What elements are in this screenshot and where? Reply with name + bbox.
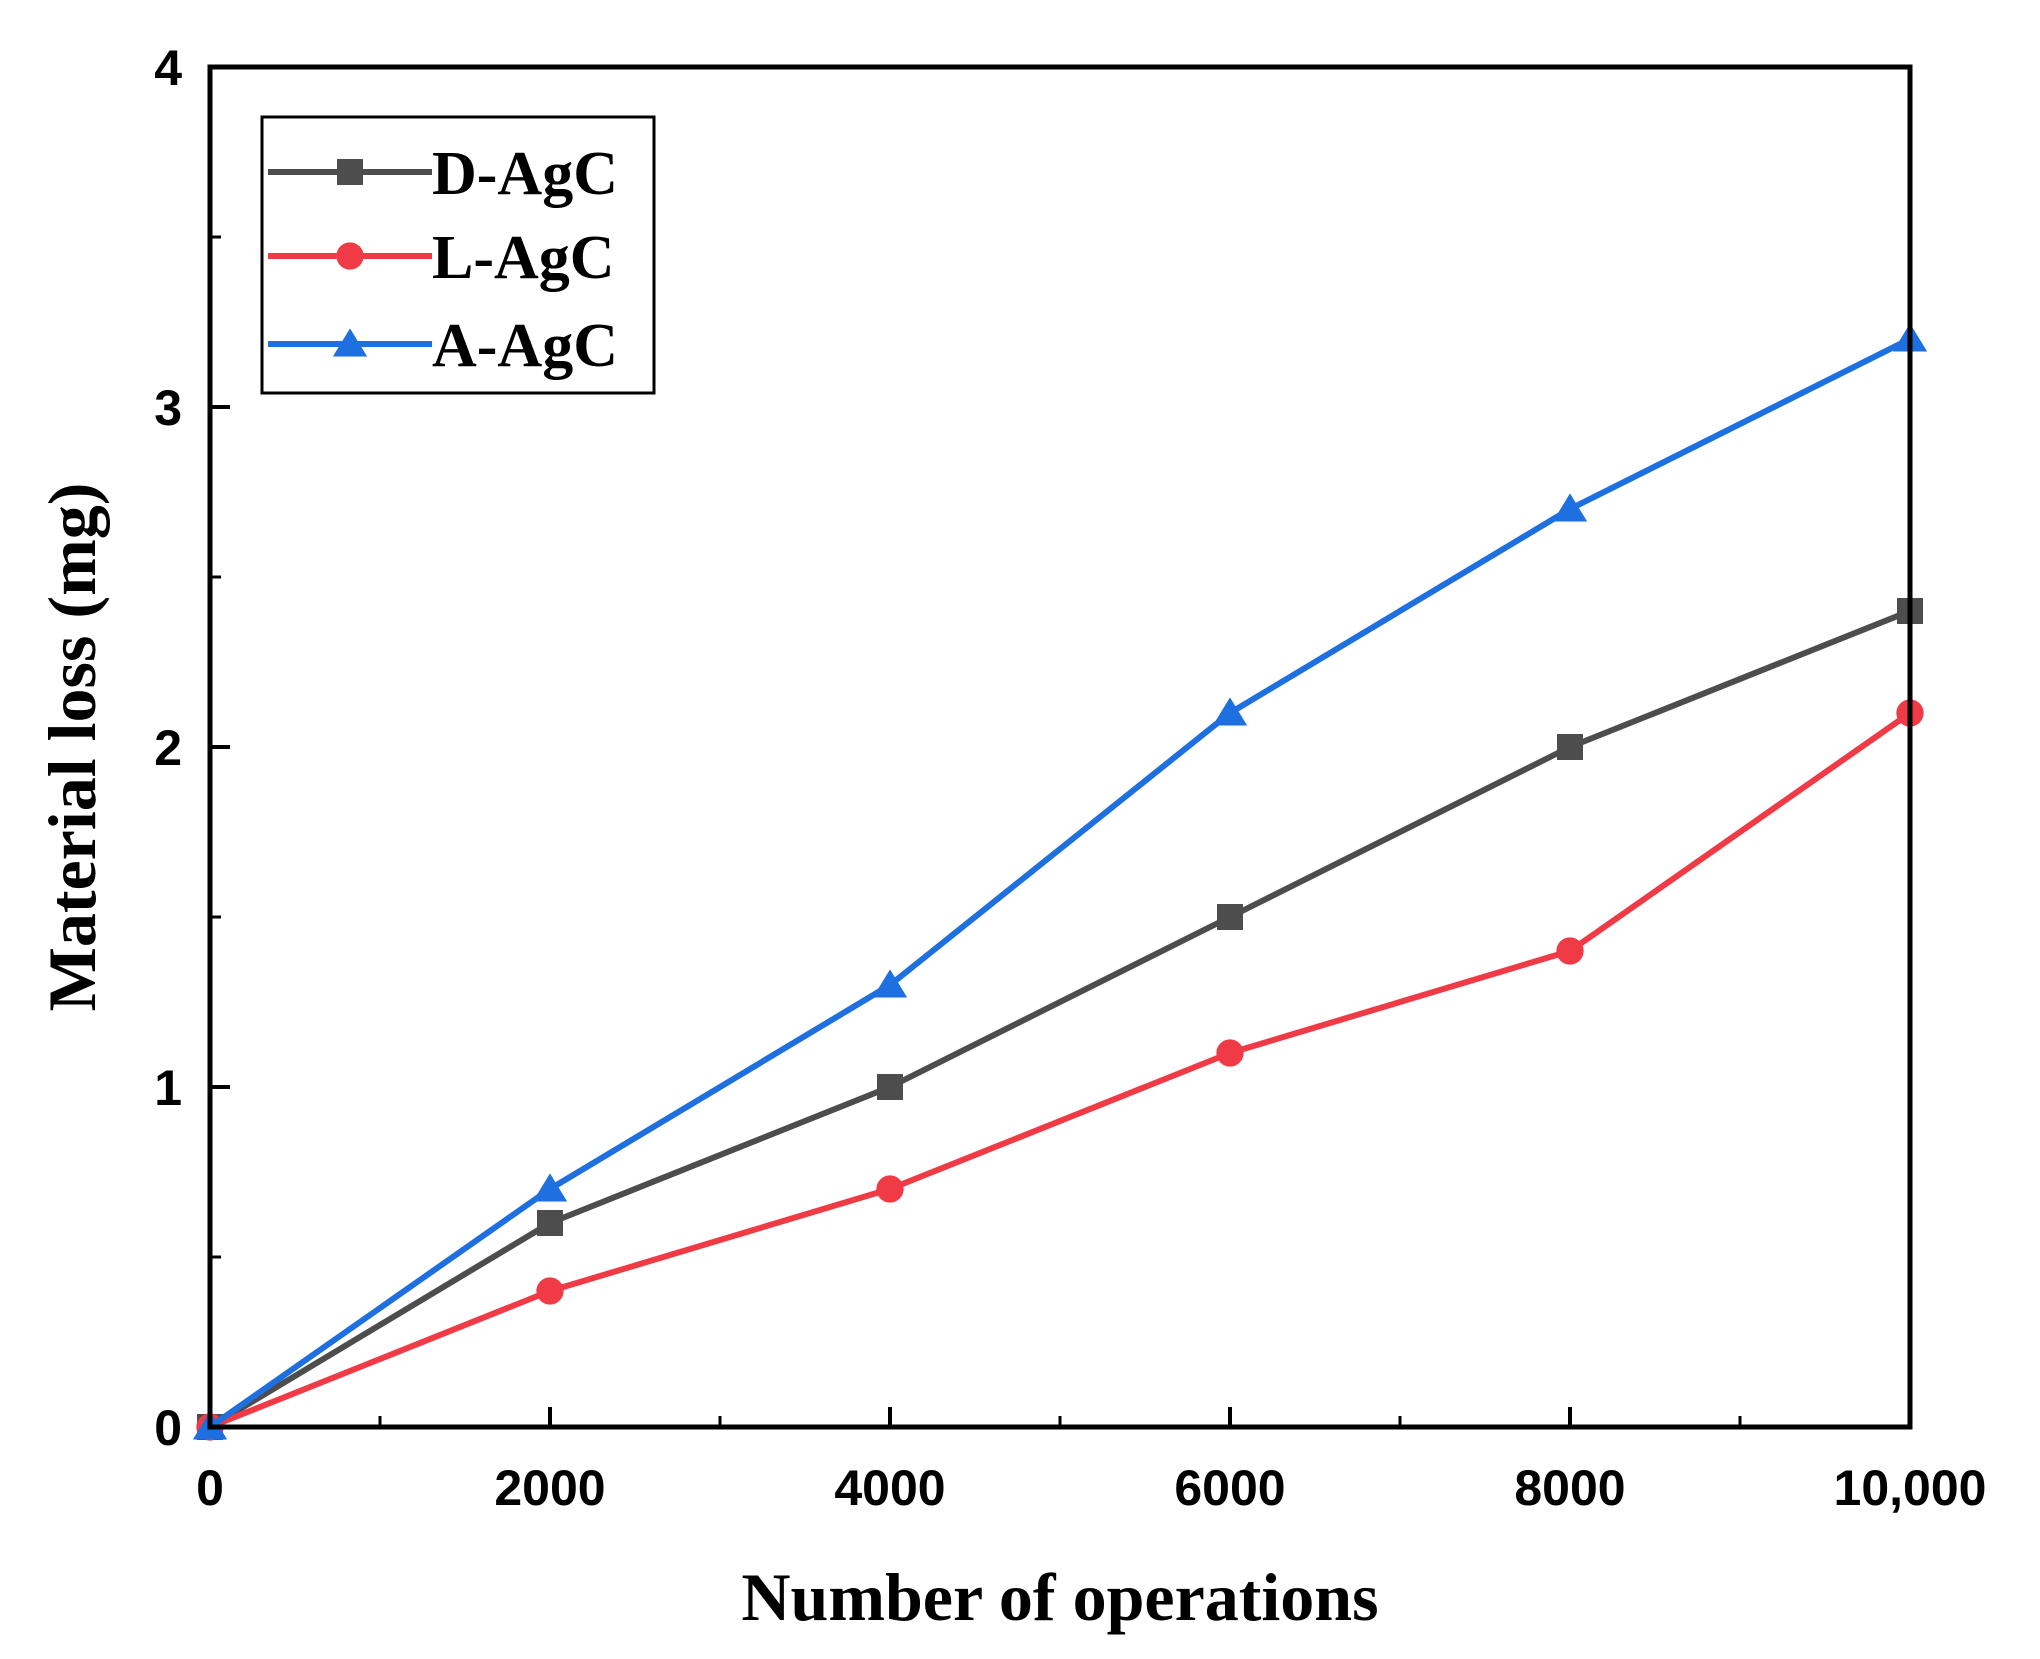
legend: D-AgC L-AgC A-AgC bbox=[260, 115, 656, 395]
x-tick-label: 0 bbox=[196, 1460, 224, 1516]
data-point-l-agc bbox=[876, 1175, 904, 1203]
x-axis-title: Number of operations bbox=[741, 1559, 1378, 1635]
legend-label-a-agc: A-AgC bbox=[432, 312, 618, 380]
y-tick-label: 3 bbox=[154, 380, 182, 436]
legend-label-d-agc: D-AgC bbox=[432, 140, 618, 208]
series-line-d-agc bbox=[208, 608, 1912, 1430]
legend-marker-a-agc bbox=[332, 328, 368, 357]
legend-marker-d-agc bbox=[337, 159, 363, 185]
data-point-d-agc bbox=[1557, 734, 1583, 760]
data-point-a-agc bbox=[1552, 493, 1588, 522]
legend-label-l-agc: L-AgC bbox=[432, 224, 615, 292]
series-line-a-agc bbox=[208, 336, 1912, 1430]
data-point-d-agc bbox=[877, 1074, 903, 1100]
x-tick-label: 6000 bbox=[1174, 1460, 1285, 1516]
series-layer bbox=[192, 323, 1928, 1441]
legend-marker-l-agc bbox=[336, 242, 364, 270]
data-point-d-agc bbox=[1217, 904, 1243, 930]
data-point-l-agc bbox=[1216, 1039, 1244, 1067]
series-line-l-agc bbox=[208, 710, 1912, 1430]
data-point-a-agc bbox=[1212, 697, 1248, 726]
data-point-a-agc bbox=[872, 969, 908, 998]
y-tick-label: 0 bbox=[154, 1400, 182, 1456]
data-point-l-agc bbox=[1556, 937, 1584, 965]
y-tick-label: 1 bbox=[154, 1060, 182, 1116]
x-tick-label: 4000 bbox=[834, 1460, 945, 1516]
legend-items: D-AgC L-AgC A-AgC bbox=[268, 140, 618, 380]
tick-labels-layer: 0 2000 4000 6000 8000 10,000 0 1 2 3 4 bbox=[154, 40, 1986, 1516]
y-tick-label: 2 bbox=[154, 720, 182, 776]
x-tick-label: 2000 bbox=[494, 1460, 605, 1516]
ticks-layer bbox=[208, 65, 1912, 1429]
data-point-a-agc bbox=[532, 1173, 568, 1202]
y-tick-label: 4 bbox=[154, 40, 182, 96]
data-point-d-agc bbox=[537, 1210, 563, 1236]
y-axis-title: Material loss (mg) bbox=[34, 483, 110, 1012]
x-tick-label: 8000 bbox=[1514, 1460, 1625, 1516]
data-point-l-agc bbox=[536, 1277, 564, 1305]
x-tick-label: 10,000 bbox=[1834, 1460, 1987, 1516]
